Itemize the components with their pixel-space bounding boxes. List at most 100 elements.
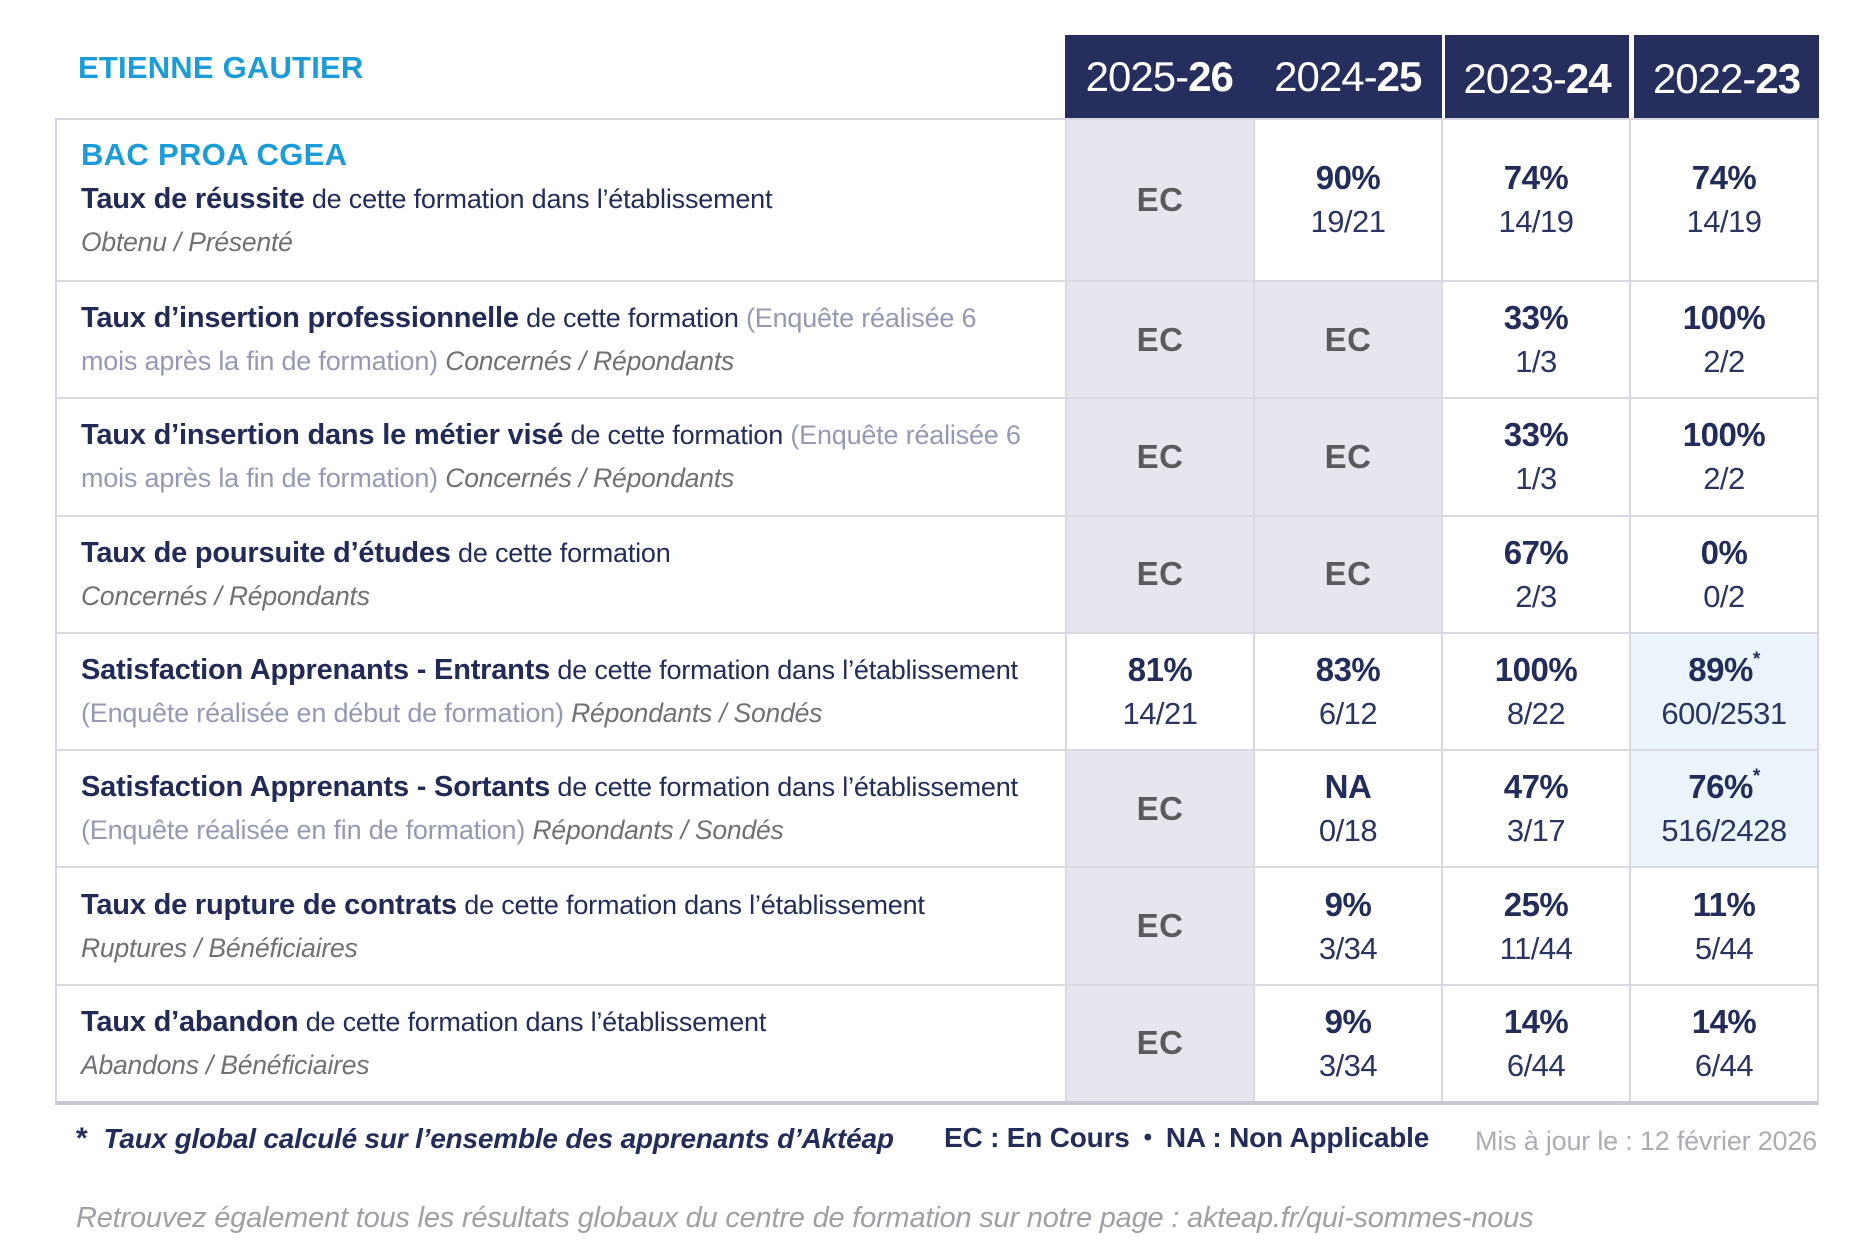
value-percent: 33% xyxy=(1503,416,1569,454)
value-cell: 81% 14/21 xyxy=(1065,633,1253,750)
value-main: 14% xyxy=(1692,1003,1757,1041)
value-fraction: 5/44 xyxy=(1694,930,1754,966)
row-subtitle: Concernés / Répondants xyxy=(445,346,735,377)
row-subtitle: Répondants / Sondés xyxy=(571,698,823,729)
row-label-text: Taux d’insertion dans le métier visé de … xyxy=(81,413,1035,500)
row-title: Satisfaction Apprenants - Sortants xyxy=(81,771,551,804)
value-cell: 47% 3/17 xyxy=(1441,751,1629,867)
value-main: 9% xyxy=(1325,1003,1372,1041)
value-main: 67% xyxy=(1504,534,1569,572)
value-cell: 74% 14/19 xyxy=(1441,120,1629,280)
value-main: 76%* xyxy=(1688,767,1760,806)
value-main: 74% xyxy=(1504,159,1569,197)
row-description: de cette formation xyxy=(526,303,739,334)
value-fraction: 2/2 xyxy=(1703,344,1745,380)
row-label-text: Taux de rupture de contrats de cette for… xyxy=(81,883,1035,969)
value-main: 100% xyxy=(1683,299,1766,337)
value-cell: 89%* 600/2531 xyxy=(1629,633,1817,750)
row-label-text: Satisfaction Apprenants - Sortants de ce… xyxy=(81,765,1035,852)
row-label-text: Satisfaction Apprenants - Entrants de ce… xyxy=(81,648,1035,735)
row-title: Taux de rupture de contrats xyxy=(81,889,457,922)
value-main: 33% xyxy=(1504,299,1569,337)
row-title: Satisfaction Apprenants - Entrants xyxy=(81,654,551,687)
row-subtitle: Concernés / Répondants xyxy=(445,463,735,494)
value-fraction: 2/3 xyxy=(1515,578,1557,614)
ec-badge: EC xyxy=(1136,320,1184,358)
value-percent: 25% xyxy=(1503,885,1569,923)
value-main: 81% xyxy=(1128,651,1193,689)
value-cell: EC xyxy=(1253,281,1441,398)
value-cell: EC xyxy=(1065,120,1253,280)
value-main: NA xyxy=(1325,768,1372,806)
row-subtitle: Obtenu / Présenté xyxy=(81,226,293,257)
value-cell: EC xyxy=(1065,751,1253,867)
value-fraction: 0/18 xyxy=(1318,813,1378,849)
value-main: 9% xyxy=(1325,886,1372,924)
row-label: Satisfaction Apprenants - Sortants de ce… xyxy=(57,751,1065,866)
value-cell: EC xyxy=(1065,399,1253,515)
table-row: Satisfaction Apprenants - Entrants de ce… xyxy=(57,631,1817,750)
row-title: Taux d’abandon xyxy=(81,1006,299,1039)
row-label-text: Taux de réussite de cette formation dans… xyxy=(81,177,1035,263)
row-survey-note: (Enquête réalisée en fin de formation) xyxy=(81,815,526,846)
value-percent: 100% xyxy=(1682,416,1766,454)
value-fraction: 14/19 xyxy=(1498,204,1574,240)
results-table: BAC PROA CGEA Taux de réussite de cette f… xyxy=(55,118,1819,1105)
row-label-text: Taux d’insertion professionnelle de cett… xyxy=(81,296,1035,383)
row-title: Taux de réussite xyxy=(81,182,305,215)
value-cell: EC xyxy=(1065,516,1253,632)
value-percent: 47% xyxy=(1503,768,1569,806)
value-fraction: 6/12 xyxy=(1318,695,1378,731)
bottom-note: Retrouvez également tous les résultats g… xyxy=(76,1202,1534,1235)
value-main: 25% xyxy=(1504,886,1569,924)
row-survey-note: (Enquête réalisée en début de formation) xyxy=(81,698,564,729)
ec-badge: EC xyxy=(1136,180,1184,218)
value-percent: 9% xyxy=(1324,885,1372,923)
table-row: Taux de rupture de contrats de cette for… xyxy=(57,866,1817,984)
row-title: Taux d’insertion dans le métier visé xyxy=(81,419,564,452)
value-cell: 90% 19/21 xyxy=(1253,120,1441,280)
ec-badge: EC xyxy=(1136,789,1184,827)
year-header-2022-23: 2022-23 xyxy=(1634,35,1819,123)
value-percent: 90% xyxy=(1315,159,1381,197)
website-link[interactable]: akteap.fr/qui-sommes-nous xyxy=(1187,1202,1534,1234)
value-main: 33% xyxy=(1504,416,1569,454)
row-subtitle: Abandons / Bénéficiaires xyxy=(81,1050,370,1081)
value-percent: 67% xyxy=(1503,533,1569,571)
value-percent: NA xyxy=(1324,768,1372,806)
value-main: 83% xyxy=(1316,651,1381,689)
row-label: BAC PROA CGEA Taux de réussite de cette f… xyxy=(57,120,1065,280)
ec-badge: EC xyxy=(1324,437,1372,475)
year-column-header-2024-25: 2024-25 xyxy=(1274,52,1422,100)
value-cell: EC xyxy=(1253,516,1441,632)
value-cell: 9% 3/34 xyxy=(1253,868,1441,984)
value-cell: 76%* 516/2428 xyxy=(1629,751,1817,867)
table-row: BAC PROA CGEA Taux de réussite de cette f… xyxy=(57,120,1817,280)
row-title: Taux d’insertion professionnelle xyxy=(81,302,519,335)
row-survey-note: (Enquête réalisée 6 mois après la fin de… xyxy=(81,303,977,377)
table-row: Taux de poursuite d’études de cette form… xyxy=(57,514,1817,632)
value-percent: 74% xyxy=(1691,159,1757,197)
value-fraction: 14/19 xyxy=(1686,204,1762,240)
updated-date: Mis à jour le : 12 février 2026 xyxy=(1475,1126,1817,1156)
value-percent: 83% xyxy=(1315,650,1381,688)
program-title: BAC PROA CGEA xyxy=(81,136,348,172)
ec-badge: EC xyxy=(1324,555,1372,593)
value-percent: 76% xyxy=(1688,768,1753,806)
ec-badge: EC xyxy=(1324,320,1372,358)
bullet-separator: • xyxy=(1143,1124,1152,1151)
row-description: de cette formation dans l’établissement xyxy=(557,772,1018,803)
row-label: Taux de rupture de contrats de cette for… xyxy=(57,868,1065,983)
value-cell: 33% 1/3 xyxy=(1441,399,1629,515)
value-percent: 74% xyxy=(1503,159,1569,197)
row-label-text: Taux de poursuite d’études de cette form… xyxy=(81,531,1035,617)
value-percent: 9% xyxy=(1324,1002,1372,1040)
value-main: 74% xyxy=(1692,159,1757,197)
year-column-header-2022-23: 2022-23 xyxy=(1652,55,1801,102)
value-fraction: 516/2428 xyxy=(1661,813,1787,849)
value-cell: 14% 6/44 xyxy=(1441,985,1629,1102)
row-description: de cette formation dans l’établissement xyxy=(305,1007,767,1038)
value-percent: 89% xyxy=(1688,650,1753,688)
value-cell: 9% 3/34 xyxy=(1253,985,1441,1102)
value-cell: 11% 5/44 xyxy=(1629,868,1817,984)
